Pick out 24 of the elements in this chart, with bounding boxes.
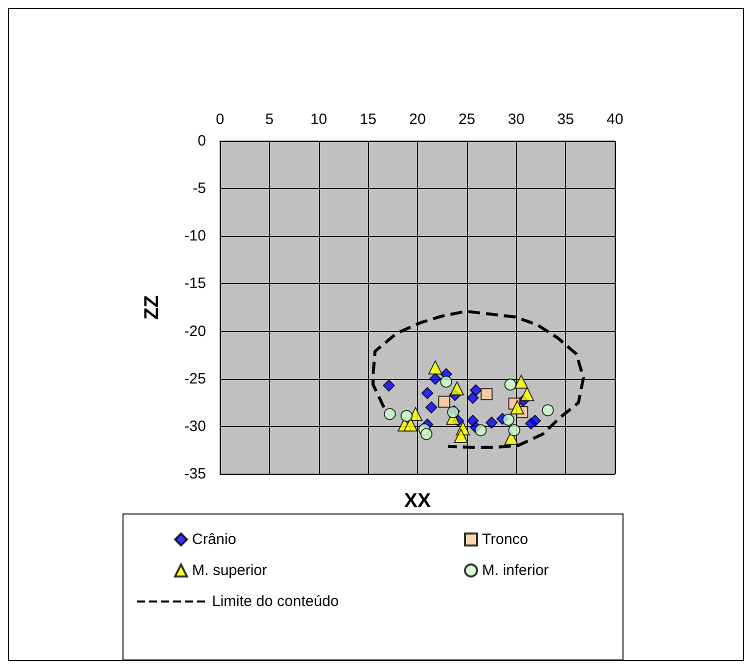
y-tick-label: -20 — [184, 322, 206, 340]
legend-label: Tronco — [482, 531, 528, 548]
x-tick-label: 30 — [508, 111, 525, 128]
legend-label: Crânio — [192, 531, 236, 548]
y-tick-label: -35 — [184, 466, 206, 482]
y-tick-label: -5 — [192, 180, 206, 198]
x-tick-label: 40 — [606, 111, 624, 128]
x-tick-label: 25 — [458, 111, 476, 128]
y-tick-label: -10 — [184, 228, 206, 245]
x-axis-title: XX — [404, 490, 432, 512]
y-tick-label: -15 — [184, 275, 206, 292]
y-tick-label: -25 — [184, 370, 206, 388]
x-tick-label: 20 — [409, 111, 426, 128]
x-tick-label: 15 — [360, 111, 376, 128]
y-tick-label: -30 — [184, 418, 206, 435]
legend-label: M. superior — [192, 562, 268, 579]
x-tick-label: 35 — [557, 111, 574, 128]
legend-label: M. inferior — [482, 562, 549, 579]
legend-label: Limite do conteúdo — [212, 593, 339, 610]
x-tick-label: 10 — [310, 111, 328, 128]
y-axis-title: ZZ — [141, 295, 163, 320]
y-tick-label: 0 — [198, 132, 206, 150]
x-tick-label: 0 — [216, 111, 224, 128]
x-tick-label: 5 — [265, 111, 274, 128]
